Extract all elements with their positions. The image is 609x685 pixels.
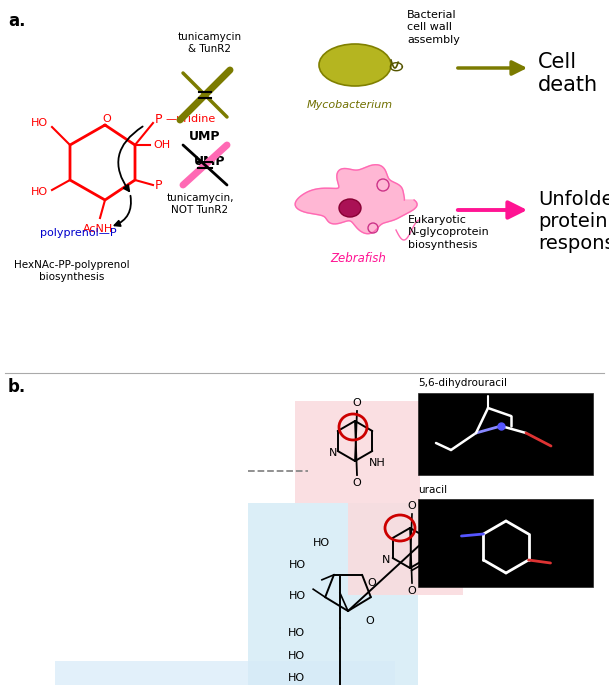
Text: HO: HO (288, 651, 305, 661)
Text: Cell
death: Cell death (538, 52, 598, 95)
Polygon shape (295, 164, 417, 234)
Ellipse shape (339, 199, 361, 217)
Text: UMP: UMP (194, 155, 226, 168)
Ellipse shape (319, 44, 391, 86)
FancyBboxPatch shape (418, 499, 593, 587)
Text: HO: HO (31, 118, 48, 128)
FancyBboxPatch shape (348, 503, 463, 595)
Text: HO: HO (288, 673, 305, 683)
Text: N: N (329, 448, 337, 458)
Text: O: O (365, 616, 375, 626)
Text: O: O (353, 398, 361, 408)
Text: O: O (407, 501, 417, 511)
Text: Unfolded
protein
response: Unfolded protein response (538, 190, 609, 253)
Text: Bacterial
cell wall
assembly: Bacterial cell wall assembly (407, 10, 460, 45)
FancyBboxPatch shape (55, 661, 395, 685)
FancyBboxPatch shape (248, 503, 418, 685)
FancyBboxPatch shape (295, 401, 420, 503)
Text: tunicamycin
& TunR2: tunicamycin & TunR2 (178, 32, 242, 54)
Text: NH: NH (428, 565, 445, 575)
Text: uracil: uracil (418, 485, 447, 495)
Text: HO: HO (313, 538, 330, 548)
Text: HO: HO (289, 591, 306, 601)
Text: P: P (155, 112, 163, 125)
Text: b.: b. (8, 378, 26, 396)
Text: Zebrafish: Zebrafish (330, 252, 386, 265)
Text: HO: HO (31, 187, 48, 197)
Text: Eukaryotic
N-glycoprotein
biosynthesis: Eukaryotic N-glycoprotein biosynthesis (408, 215, 490, 250)
Text: NH: NH (368, 458, 385, 468)
Text: OH: OH (153, 140, 170, 150)
Text: Mycobacterium: Mycobacterium (307, 100, 393, 110)
Text: tunicamycin,
NOT TunR2: tunicamycin, NOT TunR2 (166, 193, 234, 215)
Text: O: O (368, 578, 376, 588)
Text: N: N (382, 555, 390, 565)
Text: HO: HO (289, 560, 306, 570)
Text: AcNH: AcNH (83, 224, 113, 234)
Text: O: O (103, 114, 111, 124)
Text: UMP: UMP (189, 130, 220, 143)
Text: HexNAc-PP-polyprenol
biosynthesis: HexNAc-PP-polyprenol biosynthesis (14, 260, 130, 282)
Text: O: O (407, 586, 417, 596)
Text: 5,6-dihydrouracil: 5,6-dihydrouracil (418, 378, 507, 388)
Text: —uridine: —uridine (165, 114, 215, 124)
Text: HO: HO (288, 628, 305, 638)
FancyBboxPatch shape (418, 393, 593, 475)
Text: polyprenol—P: polyprenol—P (40, 228, 117, 238)
Text: P: P (155, 179, 163, 192)
Text: a.: a. (8, 12, 26, 30)
Text: O: O (353, 478, 361, 488)
